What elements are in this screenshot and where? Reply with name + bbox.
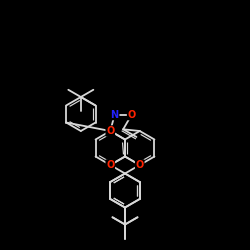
Text: N: N — [110, 110, 119, 120]
Text: O: O — [106, 160, 114, 170]
Text: O: O — [128, 110, 136, 120]
Text: O: O — [106, 126, 114, 136]
Text: O: O — [136, 160, 144, 170]
